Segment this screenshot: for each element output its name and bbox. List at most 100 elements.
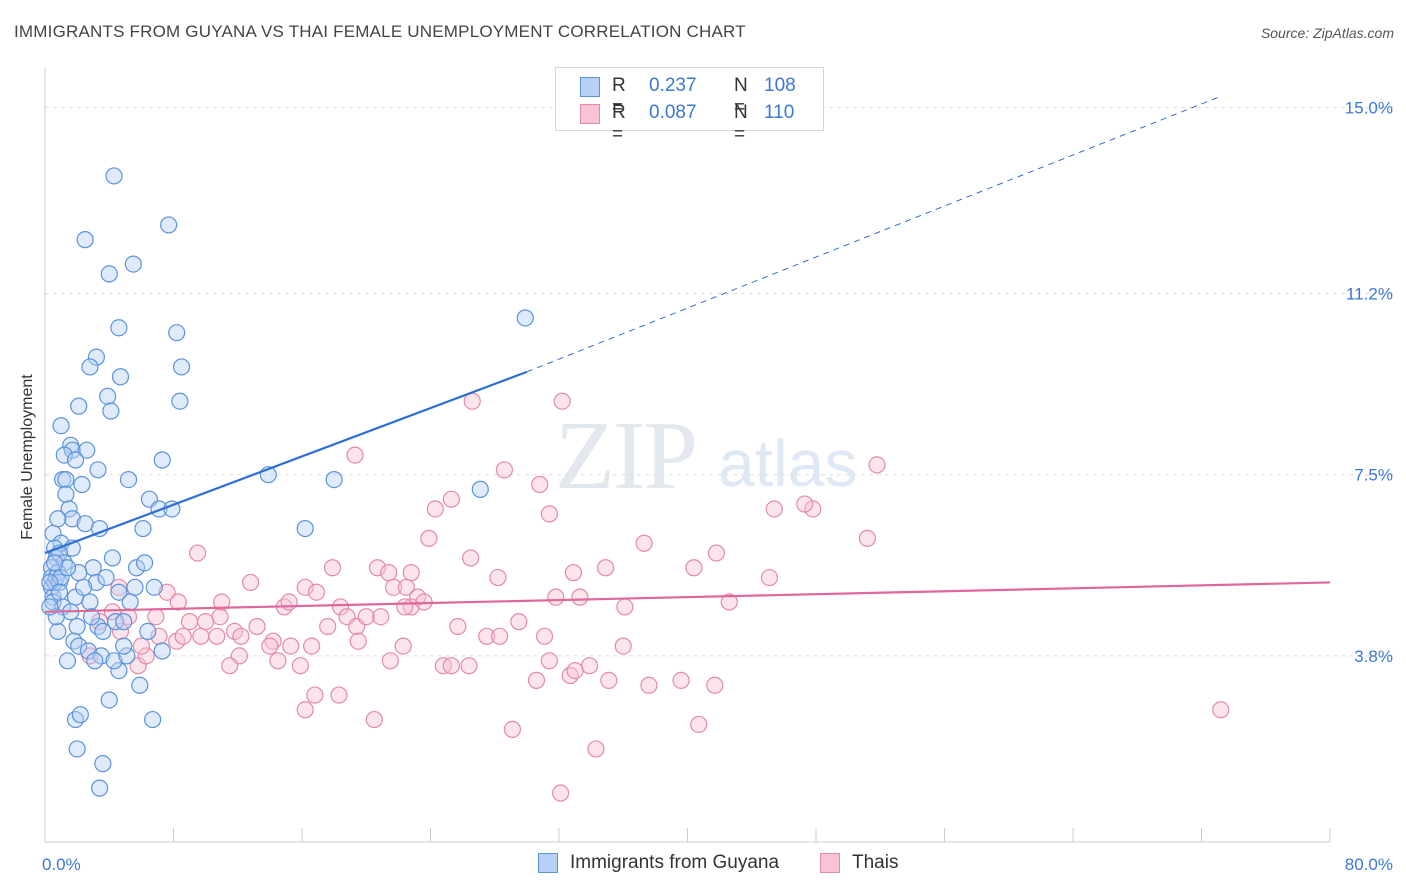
thais-point — [323, 559, 342, 577]
thais-point — [296, 701, 314, 719]
guyana-point — [63, 510, 81, 528]
thais-point — [174, 627, 192, 645]
thais-point — [489, 568, 507, 587]
guyana-point — [52, 417, 70, 435]
guyana-point — [100, 265, 118, 283]
guyana-point — [172, 358, 191, 376]
thais-point — [640, 676, 658, 694]
guyana-point — [70, 397, 88, 415]
guyana-point — [87, 348, 106, 366]
thais-point — [540, 505, 558, 523]
legend-n-value: 108 — [764, 75, 796, 96]
guyana-point — [105, 167, 123, 185]
bottom-legend-swatch-pink — [820, 853, 840, 873]
thais-point — [503, 720, 522, 738]
thais-point — [319, 617, 337, 636]
watermark-atlas: atlas — [718, 426, 858, 500]
thais-point — [460, 657, 478, 675]
guyana-point — [110, 661, 128, 680]
source-label: Source: ZipAtlas.com — [1260, 25, 1394, 41]
guyana-point — [52, 568, 70, 587]
thais-point — [381, 652, 399, 670]
guyana-point — [118, 647, 136, 665]
guyana-point — [171, 392, 189, 410]
guyana-point — [131, 676, 149, 694]
thais-point — [349, 632, 367, 650]
thais-point — [420, 529, 438, 547]
thais-point — [180, 613, 199, 631]
thais-point — [137, 647, 155, 665]
thais-point — [211, 608, 229, 626]
thais-point — [804, 500, 822, 518]
guyana-point — [99, 387, 117, 405]
y-tick-label: 3.8% — [1354, 647, 1393, 666]
thais-point — [307, 583, 326, 601]
thais-point — [282, 637, 300, 655]
guyana-point — [70, 637, 88, 655]
guyana-point — [81, 358, 99, 376]
thais-point — [303, 637, 321, 655]
guyana-point — [57, 470, 75, 489]
thais-point — [221, 657, 239, 675]
legend-n-label: N = — [734, 75, 748, 118]
legend-r-value: 0.087 — [649, 102, 697, 123]
guyana-point — [160, 216, 178, 234]
guyana-trend-line — [44, 370, 528, 555]
thais-point — [306, 686, 324, 704]
guyana-point — [110, 319, 128, 337]
guyana-point — [145, 578, 163, 596]
guyana-point — [50, 583, 69, 601]
guyana-point — [115, 637, 133, 655]
guyana-point — [94, 622, 112, 641]
thais-point — [760, 568, 779, 587]
thais-point — [685, 559, 703, 577]
guyana-point — [153, 451, 171, 469]
guyana-point — [49, 622, 67, 641]
thais-point — [264, 632, 282, 650]
guyana-point — [144, 710, 162, 729]
thais-point — [426, 500, 444, 518]
thais-point — [462, 549, 480, 567]
bottom-legend-swatch-blue — [538, 853, 558, 873]
thais-point — [192, 627, 210, 645]
thais-point — [672, 671, 690, 689]
guyana-point — [76, 231, 94, 249]
thais-point — [868, 456, 886, 474]
guyana-point — [49, 510, 67, 528]
thais-point — [442, 490, 460, 508]
guyana-trend-extension — [526, 97, 1218, 373]
thais-point — [858, 529, 877, 547]
thais-point — [380, 564, 398, 582]
guyana-point — [325, 470, 343, 489]
legend-swatch-pink — [580, 104, 600, 124]
y-tick-label: 11.2% — [1346, 284, 1393, 303]
thais-point — [261, 637, 279, 655]
guyana-point — [168, 324, 186, 342]
guyana-point — [150, 500, 168, 518]
guyana-point — [126, 578, 144, 596]
thais-point — [690, 715, 708, 734]
guyana-point — [55, 446, 73, 464]
thais-point — [208, 627, 226, 645]
thais-point — [449, 617, 467, 636]
guyana-point — [78, 441, 96, 459]
guyana-point — [89, 461, 107, 479]
guyana-point — [471, 480, 489, 498]
guyana-point — [110, 583, 128, 601]
thais-point — [330, 686, 348, 704]
thais-point — [587, 740, 605, 758]
thais-trend-line — [44, 581, 1331, 613]
guyana-point — [66, 710, 85, 729]
guyana-point — [58, 559, 77, 577]
bottom-legend-label: Immigrants from Guyana — [570, 852, 780, 873]
guyana-point — [89, 617, 107, 636]
guyana-point — [139, 622, 157, 641]
guyana-point — [58, 652, 77, 670]
guyana-point — [103, 549, 122, 567]
guyana-point — [105, 652, 123, 670]
y-tick-label: 7.5% — [1354, 466, 1393, 485]
guyana-point — [100, 691, 118, 709]
thais-point — [372, 608, 390, 626]
thais-point — [346, 446, 364, 464]
